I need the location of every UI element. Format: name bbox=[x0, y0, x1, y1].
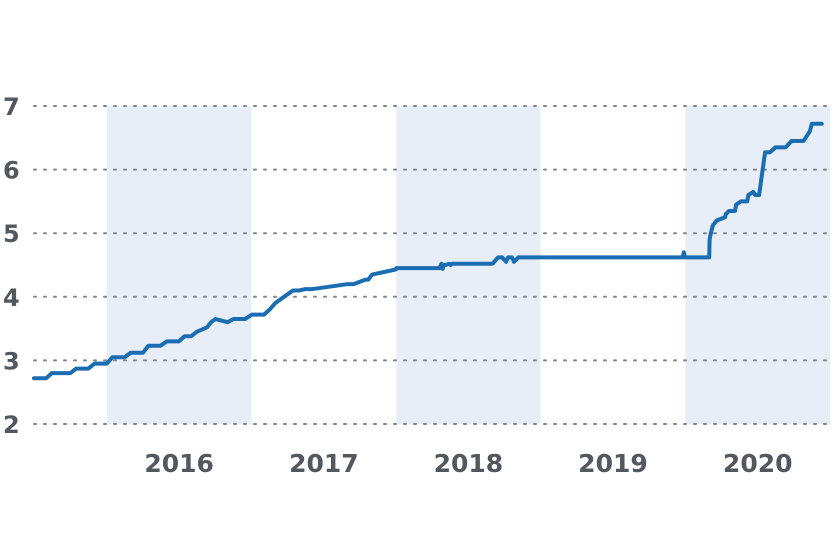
x-tick-label: 2020 bbox=[723, 449, 793, 478]
y-tick-label: 6 bbox=[3, 157, 20, 185]
series-line-0 bbox=[32, 121, 824, 381]
year-band-2020 bbox=[685, 106, 830, 424]
x-tick-label: 2018 bbox=[434, 449, 504, 478]
y-axis-ticks: 2 3 4 5 6 7 bbox=[3, 93, 20, 439]
x-tick-label: 2019 bbox=[578, 449, 648, 478]
y-tick-label: 5 bbox=[3, 220, 20, 248]
series-layer bbox=[32, 121, 824, 381]
x-tick-label: 2016 bbox=[144, 449, 214, 478]
y-tick-label: 4 bbox=[3, 284, 20, 312]
y-tick-label: 2 bbox=[3, 411, 20, 439]
x-tick-label: 2017 bbox=[289, 449, 359, 478]
year-band-2016 bbox=[106, 106, 252, 424]
y-tick-label: 3 bbox=[3, 347, 20, 375]
x-axis-ticks: 2016 2017 2018 2019 2020 bbox=[144, 449, 792, 478]
y-tick-label: 7 bbox=[3, 93, 20, 121]
gridlines bbox=[33, 105, 831, 425]
